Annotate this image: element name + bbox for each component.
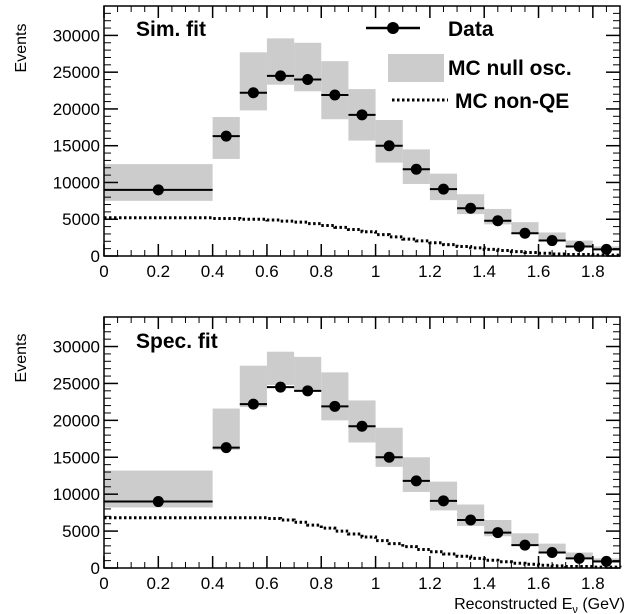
legend-data-label: Data	[448, 18, 494, 41]
x-tick-label: 1.4	[472, 262, 496, 281]
x-tick-label: 1.6	[527, 574, 551, 593]
x-tick-label: 0	[99, 574, 108, 593]
x-tick-label: 1.6	[527, 262, 551, 281]
data-point	[152, 184, 164, 196]
data-point	[573, 240, 585, 252]
data-point	[465, 202, 477, 214]
legend-band-label: MC null osc.	[448, 57, 572, 80]
x-tick-label: 1	[371, 262, 380, 281]
y-tick-label: 5000	[62, 522, 100, 541]
data-point	[302, 74, 314, 86]
data-point	[600, 243, 612, 255]
x-tick-label: 0.6	[255, 574, 279, 593]
x-tick-label: 0.4	[201, 574, 225, 593]
x-tick-label: 0.4	[201, 262, 225, 281]
data-point	[437, 183, 449, 195]
band-bin	[402, 457, 430, 492]
y-tick-label: 5000	[62, 210, 100, 229]
data-point	[465, 514, 477, 526]
data-point	[275, 381, 287, 393]
data-point	[329, 89, 341, 101]
x-tick-label: 0	[99, 262, 108, 281]
x-tick-label: 1.8	[581, 574, 605, 593]
non-qe-step-path	[104, 516, 622, 569]
band-bin	[294, 356, 322, 391]
y-tick-label: 10000	[53, 485, 100, 504]
data-point	[600, 555, 612, 567]
y-tick-label: 20000	[53, 100, 100, 119]
x-tick-label: 1.8	[581, 262, 605, 281]
data-point	[519, 539, 531, 551]
data-point	[546, 546, 558, 558]
legend-nonqe-label: MC non-QE	[455, 90, 569, 113]
data-point	[492, 215, 504, 227]
y-tick-label: 0	[91, 247, 100, 266]
data-point	[356, 420, 368, 432]
y-tick-label: 10000	[53, 173, 100, 192]
data-point	[302, 385, 314, 397]
y-tick-label: 0	[91, 559, 100, 578]
legend-band-swatch	[388, 54, 444, 82]
band-bin	[104, 164, 213, 201]
data-point	[329, 400, 341, 412]
mc-null-osc-band	[104, 351, 620, 563]
x-axis-label-sub: ν	[572, 604, 578, 614]
x-tick-label: 0.8	[309, 574, 333, 593]
y-tick-label: 30000	[53, 338, 100, 357]
data-point	[492, 527, 504, 539]
band-bin	[266, 351, 295, 385]
data-point	[546, 235, 558, 247]
x-tick-label: 1.2	[418, 574, 442, 593]
data-point	[220, 130, 232, 142]
data-points	[104, 70, 620, 255]
data-point	[437, 495, 449, 507]
axes: 0 0.2 0.4 0.6 0.8 1 1.2 1.4 1.6 1.8 0 5000 10000 1500…	[53, 317, 620, 593]
data-point	[152, 496, 164, 508]
data-point	[247, 398, 259, 410]
x-tick-label: 1.2	[418, 262, 442, 281]
y-tick-label: 25000	[53, 374, 100, 393]
data-point	[410, 475, 422, 487]
band-bin	[511, 533, 539, 546]
y-tick-label: 15000	[53, 448, 100, 467]
y-tick-label: 20000	[53, 411, 100, 430]
band-bin	[321, 372, 349, 421]
x-tick-label: 1.4	[472, 574, 496, 593]
data-point	[220, 442, 232, 454]
data-point	[383, 140, 395, 152]
data-points	[104, 381, 620, 567]
x-axis-label-main: Reconstructed E	[454, 596, 572, 613]
x-tick-label: 1	[371, 574, 380, 593]
data-point	[356, 109, 368, 121]
mc-non-qe-line	[104, 516, 622, 569]
data-point	[247, 87, 259, 99]
sim-fit-panel: 0 0.2 0.4 0.6 0.8 1 1.2 1.4 1.6 1.8 0 5000 10000 1500…	[13, 5, 622, 281]
x-tick-label: 0.6	[255, 262, 279, 281]
panel-title: Spec. fit	[136, 330, 218, 353]
x-axis-label: Reconstructed Eν (GeV)	[454, 596, 625, 614]
spec-fit-panel: 0 0.2 0.4 0.6 0.8 1 1.2 1.4 1.6 1.8 0 5000 10000 1500…	[13, 316, 625, 614]
x-tick-label: 0.2	[146, 574, 170, 593]
data-point	[573, 552, 585, 564]
y-tick-label: 30000	[53, 26, 100, 45]
band-bin	[239, 52, 267, 111]
y-tick-label: 15000	[53, 137, 100, 156]
data-point	[410, 163, 422, 175]
y-axis-label: Events	[13, 334, 30, 383]
y-tick-label: 25000	[53, 63, 100, 82]
legend: Data MC null osc. MC non-QE	[366, 18, 572, 113]
data-point	[519, 227, 531, 239]
y-axis-label: Events	[13, 24, 30, 73]
legend-data-marker	[387, 22, 399, 34]
data-point	[275, 70, 287, 82]
data-point	[383, 451, 395, 463]
x-axis-label-unit: (GeV)	[578, 596, 625, 613]
x-tick-label: 0.2	[146, 262, 170, 281]
axes: 0 0.2 0.4 0.6 0.8 1 1.2 1.4 1.6 1.8 0 5000 10000 1500…	[53, 6, 620, 281]
panel-title: Sim. fit	[136, 18, 206, 41]
x-tick-label: 0.8	[309, 262, 333, 281]
